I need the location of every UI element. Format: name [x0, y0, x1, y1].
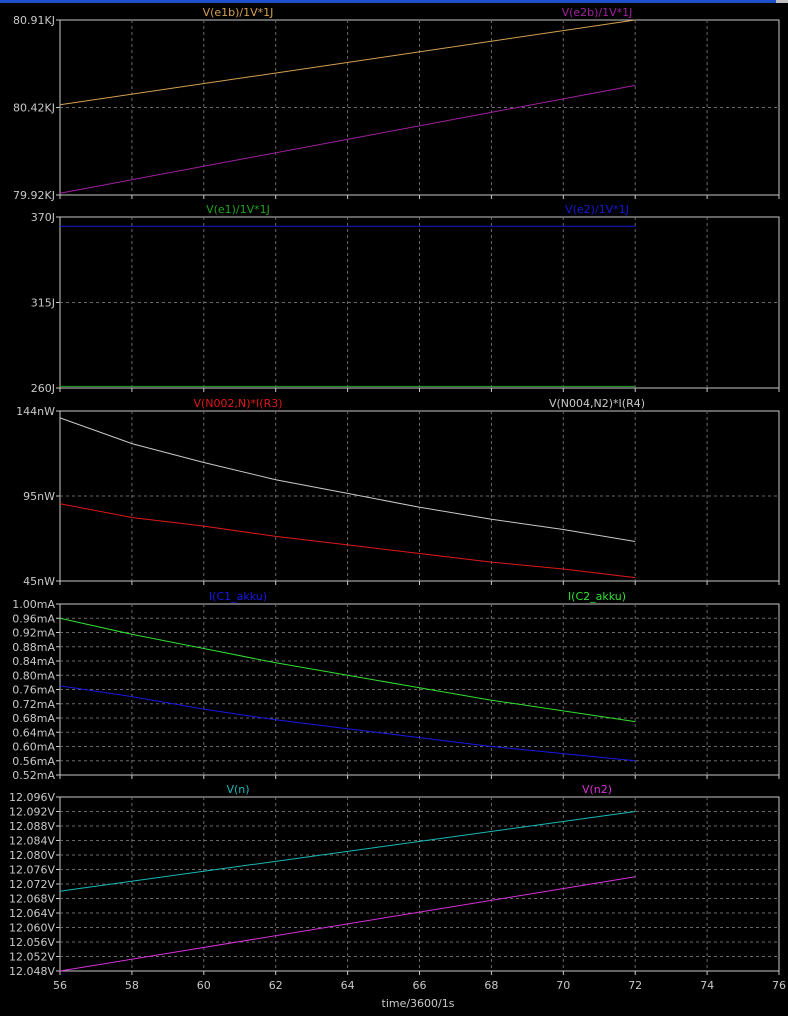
y-tick-label: 0.56mA [12, 755, 55, 768]
y-tick-label: 0.52mA [12, 769, 55, 782]
y-tick-label: 79.92KJ [13, 189, 55, 202]
y-tick-label: 0.72mA [12, 698, 55, 711]
series-line-V(n2) [59, 876, 636, 972]
x-tick-label: 60 [197, 979, 211, 992]
x-tick-label: 72 [628, 979, 642, 992]
y-tick-label: 80.42KJ [13, 102, 55, 115]
x-tick-label: 70 [556, 979, 570, 992]
x-tick-label: 76 [772, 979, 786, 992]
y-tick-label: 12.052V [9, 951, 55, 964]
y-tick-label: 12.056V [9, 936, 55, 949]
trace-label[interactable]: V(N004,N2)*I(R4) [549, 397, 645, 410]
y-tick-label: 12.080V [9, 849, 55, 862]
trace-label[interactable]: V(e2b)/1V*1J [562, 6, 633, 19]
x-axis-label: time/3600/1s [382, 997, 455, 1010]
y-tick-label: 80.91KJ [13, 14, 55, 27]
series-line-I(C2_akku) [59, 617, 636, 723]
series-line-V(N002,N)*I(R3) [59, 503, 636, 579]
trace-label[interactable]: V(N002,N)*I(R3) [193, 397, 282, 410]
plot-pane-2[interactable]: 370J 315J 260J V(e1)/1V*1J V(e2)/1V*1J [31, 203, 780, 395]
plot-pane-1[interactable]: 80.91KJ 80.42KJ 79.92KJ V(e1b)/1V*1J V(e2b)/… [13, 6, 780, 202]
y-tick-label: 0.80mA [12, 669, 55, 682]
y-tick-label: 12.096V [9, 791, 55, 804]
x-tick-label: 64 [341, 979, 355, 992]
y-tick-label: 12.084V [9, 835, 55, 848]
plot-pane-3[interactable]: 144nW 95nW 45nW V(N002,N)*I(R3) V(N004,N2)*I… [16, 397, 780, 588]
series-line-I(C1_akku) [59, 685, 636, 762]
series-line-V(e2b)/1V*1J [59, 84, 636, 194]
trace-label[interactable]: V(e1b)/1V*1J [203, 6, 274, 19]
y-tick-label: 0.84mA [12, 655, 55, 668]
x-tick-label: 56 [53, 979, 67, 992]
x-tick-label: 66 [413, 979, 427, 992]
y-tick-label: 0.96mA [12, 612, 55, 625]
window-button[interactable] [776, 0, 788, 3]
y-tick-label: 95nW [23, 490, 55, 503]
series-line-V(e1b)/1V*1J [59, 19, 636, 106]
y-tick-label: 144nW [16, 405, 55, 418]
y-tick-label: 12.060V [9, 922, 55, 935]
y-tick-label: 315J [31, 297, 55, 310]
trace-label[interactable]: I(C2_akku) [568, 590, 626, 603]
series-line-V(N004,N2)*I(R4) [59, 417, 636, 542]
y-tick-label: 12.072V [9, 878, 55, 891]
y-tick-label: 12.048V [9, 965, 55, 978]
x-tick-label: 62 [269, 979, 283, 992]
y-tick-label: 45nW [23, 575, 55, 588]
y-tick-label: 12.092V [9, 806, 55, 819]
trace-label[interactable]: V(n) [226, 783, 249, 796]
trace-label[interactable]: V(n2) [582, 783, 612, 796]
y-tick-label: 0.60mA [12, 741, 55, 754]
y-tick-label: 260J [31, 382, 55, 395]
trace-label[interactable]: V(e2)/1V*1J [565, 203, 629, 216]
y-tick-label: 12.064V [9, 907, 55, 920]
y-tick-label: 0.76mA [12, 684, 55, 697]
y-tick-label: 370J [31, 211, 55, 224]
y-tick-label: 0.92mA [12, 627, 55, 640]
y-tick-label: 0.88mA [12, 641, 55, 654]
y-tick-label: 0.68mA [12, 712, 55, 725]
x-tick-label: 68 [484, 979, 498, 992]
trace-label[interactable]: I(C1_akku) [209, 590, 267, 603]
y-tick-label: 0.64mA [12, 726, 55, 739]
y-tick-label: 12.076V [9, 864, 55, 877]
series-line-V(n) [59, 811, 636, 892]
y-tick-label: 12.068V [9, 893, 55, 906]
x-tick-label: 58 [125, 979, 139, 992]
window-title-bar [0, 0, 788, 3]
y-tick-label: 12.088V [9, 820, 55, 833]
trace-label[interactable]: V(e1)/1V*1J [206, 203, 270, 216]
y-tick-label: 1.00mA [12, 598, 55, 611]
x-tick-label: 74 [700, 979, 714, 992]
